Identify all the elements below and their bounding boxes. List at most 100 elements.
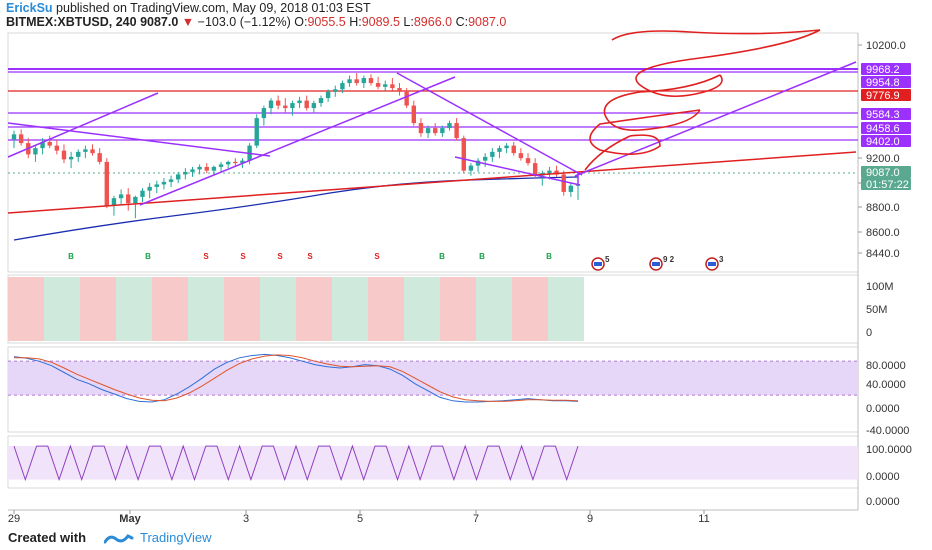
volume-bar: [164, 277, 176, 341]
candle-body: [561, 174, 566, 192]
candle-body: [411, 105, 416, 124]
candle-body: [254, 118, 259, 146]
symbol-line: BITMEX:XBTUSD, 240 9087.0 ▼ −103.0 (−1.1…: [6, 15, 506, 29]
stochastic-tick-label: 0.0000: [866, 403, 900, 415]
candle-body: [18, 134, 24, 144]
candle-body: [511, 145, 516, 154]
volume-bar: [308, 277, 320, 341]
price-tag-label: 9954.8: [866, 77, 900, 89]
time-tick-label: 5: [357, 513, 363, 525]
price-tag-label: 9458.6: [866, 123, 900, 135]
volume-bar: [332, 277, 344, 341]
signal-label: S: [277, 252, 283, 261]
volume-bar: [80, 277, 92, 341]
candle-body: [233, 161, 238, 164]
time-tick-label: 7: [473, 513, 479, 525]
candle-body: [118, 194, 124, 199]
candle-body: [518, 153, 524, 159]
volume-bar: [368, 277, 380, 341]
price-tag-label: 9584.3: [866, 109, 900, 121]
event-count: 9 2: [663, 255, 675, 264]
trendline: [7, 151, 857, 214]
author-name[interactable]: ErickSu: [6, 1, 53, 15]
volume-bar: [416, 277, 428, 341]
candle-body: [218, 164, 224, 167]
candle-body: [361, 78, 367, 84]
oscillator-line: [13, 444, 579, 482]
candle-body: [154, 184, 159, 187]
event-flag-stripe: [652, 262, 660, 266]
candle-body: [126, 194, 131, 204]
event-icons[interactable]: 5 9 2 3: [591, 255, 724, 271]
tradingview-logo-icon: [104, 534, 134, 544]
candle-body: [375, 83, 381, 87]
moving-average-line: [13, 176, 579, 241]
oscillator-tick-label: 100.0000: [866, 444, 912, 456]
candle-body: [318, 98, 324, 104]
candle-body: [47, 141, 52, 146]
signal-label: B: [68, 252, 74, 261]
trendlines: [7, 29, 857, 214]
candle-body: [283, 105, 288, 109]
volume-bar: [320, 277, 332, 341]
low-value: 8966.0: [413, 15, 453, 29]
volume-bar: [512, 277, 524, 341]
created-with-text: Created with: [8, 530, 87, 545]
volume-bar: [92, 277, 104, 341]
open-label: O:: [294, 15, 308, 29]
candle-body: [268, 100, 274, 109]
volume-bar: [248, 277, 260, 341]
candle-body: [461, 138, 466, 171]
candle-body: [333, 89, 338, 92]
volume-bar: [560, 277, 572, 341]
stochastic-band: [8, 361, 858, 396]
low-label: L:: [403, 15, 414, 29]
oscillator-panel: 100.0000 0.0000 0.0000: [8, 444, 912, 508]
volume-bar: [356, 277, 368, 341]
price-tag: [861, 135, 911, 147]
published-text: published on TradingView.com, May 09, 20…: [56, 1, 371, 15]
candle-body: [525, 158, 531, 164]
candle-body: [304, 100, 309, 109]
trendline: [7, 92, 159, 158]
volume-bar: [224, 277, 236, 341]
candle-body: [383, 84, 388, 87]
volume-bar: [572, 277, 584, 341]
symbol-name[interactable]: BITMEX:XBTUSD, 240: [6, 15, 137, 29]
high-label: H:: [349, 15, 362, 29]
stochastic-panel: 80.0000 40.0000 0.0000 -40.0000: [8, 353, 909, 437]
candle-body: [297, 100, 302, 104]
stochastic-line: [14, 354, 579, 402]
time-axis[interactable]: 29 May 3 5 7 9 11: [8, 510, 710, 525]
candle-body: [190, 169, 195, 172]
stochastic-line: [13, 353, 579, 403]
open-value: 9055.5: [307, 15, 346, 29]
trendline: [139, 76, 456, 206]
volume-bar: [404, 277, 416, 341]
signal-label: B: [479, 252, 485, 261]
candle-body: [33, 148, 38, 155]
volume-bar: [272, 277, 284, 341]
volume-bar: [476, 277, 488, 341]
candle-body: [532, 163, 538, 176]
price-tag-label: 9402.0: [866, 136, 900, 148]
drawing-lines: [8, 68, 858, 241]
tradingview-brand[interactable]: TradingView: [140, 530, 212, 545]
candle-body: [425, 128, 431, 134]
volume-bar: [200, 277, 212, 341]
volume-bar: [296, 277, 308, 341]
time-tick-label: 9: [587, 513, 593, 525]
volume-bar: [56, 277, 68, 341]
candle-body: [54, 145, 60, 151]
time-tick-label: 3: [243, 513, 249, 525]
volume-bar: [176, 277, 188, 341]
event-count: 3: [719, 255, 724, 264]
chart-grid: [7, 32, 859, 511]
signal-label: S: [374, 252, 380, 261]
volume-bar: [260, 277, 272, 341]
candle-body: [433, 128, 438, 134]
candle-body: [482, 156, 488, 161]
